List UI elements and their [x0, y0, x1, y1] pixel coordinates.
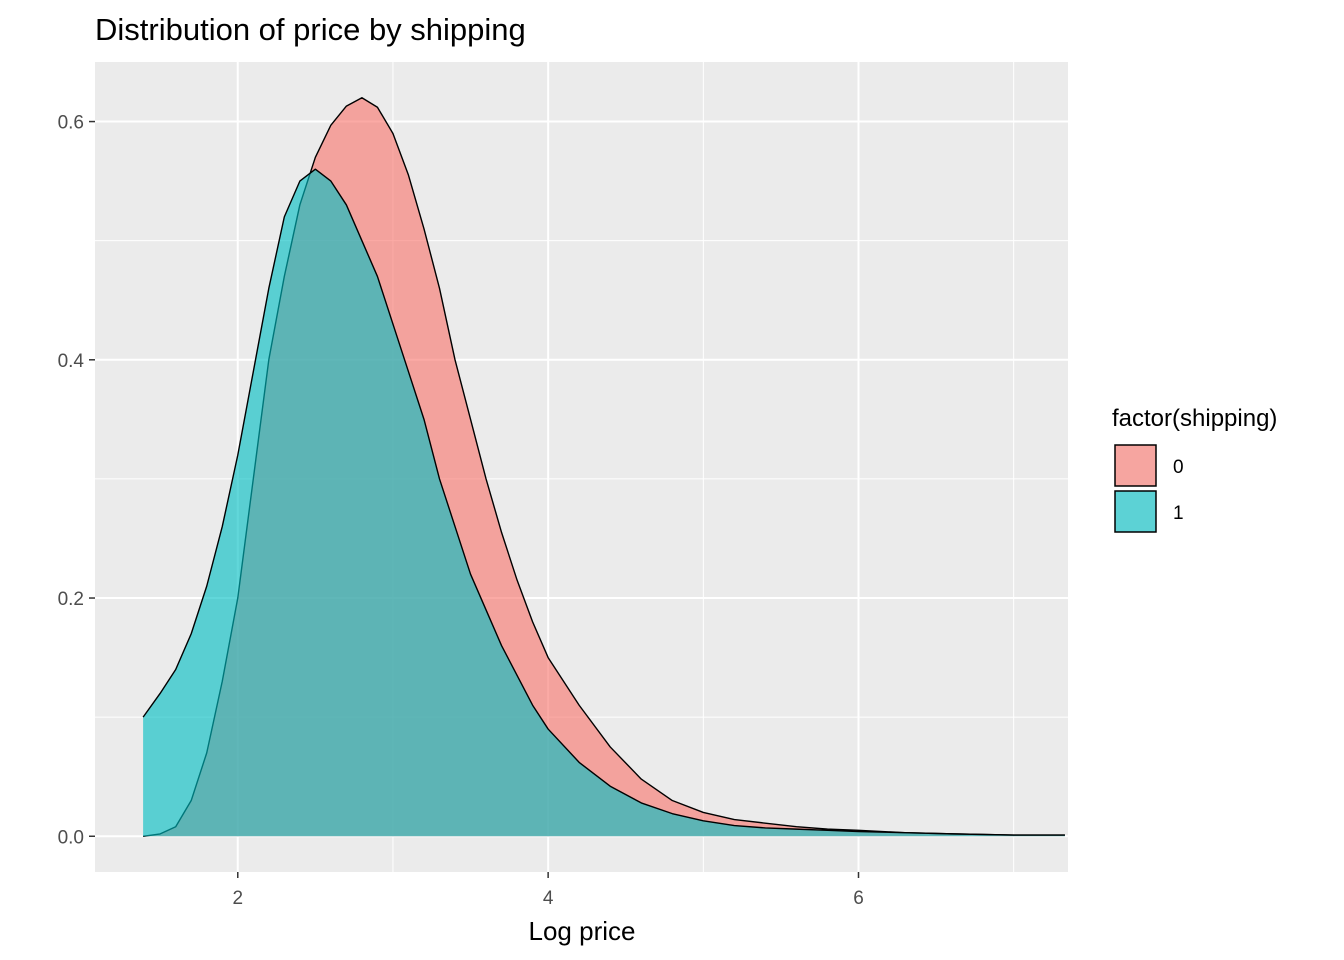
- y-tick-label: 0.2: [58, 589, 84, 610]
- x-axis: 2 4 6: [232, 872, 864, 909]
- y-tick-label: 0.4: [58, 351, 85, 372]
- legend-label-1: 1: [1173, 503, 1184, 524]
- density-area-1: [143, 169, 1065, 837]
- density-line-1: [142, 168, 1065, 836]
- y-tick-label: 0.6: [58, 113, 84, 134]
- chart-title: Distribution of price by shipping: [95, 12, 526, 47]
- legend: factor(shipping) 01: [1112, 405, 1277, 533]
- x-axis-title: Log price: [529, 916, 636, 946]
- y-axis: 0.0 0.2 0.4 0.6: [58, 113, 95, 848]
- legend-label-0: 0: [1173, 457, 1184, 478]
- legend-key-1: [1114, 490, 1157, 533]
- legend-entries: 01: [1114, 444, 1184, 533]
- x-tick-label: 4: [543, 888, 554, 909]
- legend-title: factor(shipping): [1112, 405, 1277, 432]
- series-layer: [142, 97, 1065, 837]
- x-tick-label: 6: [853, 888, 864, 909]
- legend-key-0: [1114, 444, 1157, 487]
- x-tick-label: 2: [232, 888, 243, 909]
- y-tick-label: 0.0: [58, 827, 84, 848]
